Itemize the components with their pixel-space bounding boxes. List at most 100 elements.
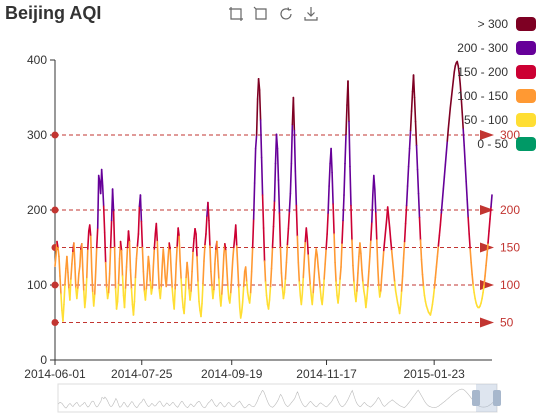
save-as-image-icon[interactable]: [303, 6, 319, 22]
markline-label: 150: [500, 241, 520, 255]
series-segment: [373, 174, 376, 190]
legend-item[interactable]: 0 - 50: [457, 132, 536, 156]
series-segment: [210, 270, 213, 288]
legend-item[interactable]: 50 - 100: [457, 108, 536, 132]
series-segment: [305, 227, 309, 240]
series-segment: [441, 188, 445, 202]
y-tick-label: 200: [27, 203, 47, 217]
y-tick-label: 100: [27, 278, 47, 292]
series-segment: [262, 227, 266, 262]
series-segment: [351, 239, 354, 267]
series-segment: [348, 120, 351, 168]
legend-swatch: [516, 89, 536, 103]
series-segment: [177, 227, 180, 238]
legend-item[interactable]: > 300: [457, 12, 536, 36]
series-segment: [375, 239, 379, 268]
series-segment: [286, 227, 290, 246]
markline-label: 200: [500, 203, 520, 217]
series-segment: [111, 188, 115, 213]
series-segment: [353, 281, 356, 295]
series-segment: [319, 287, 322, 300]
visual-map-legend: > 300 200 - 300 150 - 200 100 - 150 50 - 100…: [457, 12, 536, 156]
series-segment: [62, 303, 65, 322]
series-segment: [318, 276, 321, 289]
series-segment: [123, 287, 127, 309]
series-segment: [81, 242, 84, 271]
series-segment: [64, 267, 67, 286]
series-segment: [315, 248, 319, 256]
zoom-handle-right[interactable]: [493, 390, 501, 406]
x-tick-label: 2014-11-17: [296, 367, 357, 381]
series-segment: [153, 233, 157, 250]
series-segment: [207, 201, 210, 222]
series-segment: [71, 250, 74, 265]
series-segment: [140, 220, 144, 249]
series-segment: [222, 254, 225, 277]
zoom-slider-track[interactable]: [57, 383, 498, 413]
series-segment: [490, 194, 493, 208]
series-segment: [384, 218, 388, 231]
series-segment: [284, 261, 288, 280]
legend-item[interactable]: 200 - 300: [457, 36, 536, 60]
zoom-handle-left[interactable]: [472, 390, 480, 406]
y-tick-label: 0: [40, 353, 47, 367]
series-segment: [374, 188, 377, 214]
series-segment: [104, 261, 108, 289]
series-segment: [331, 171, 334, 205]
series-segment: [328, 162, 331, 187]
series-segment: [97, 174, 101, 183]
series-segment: [270, 246, 274, 270]
chart-title: Beijing AQI: [5, 3, 102, 23]
legend-label: > 300: [477, 17, 508, 31]
series-segment: [418, 216, 422, 241]
series-segment: [120, 249, 124, 277]
series-segment: [409, 110, 413, 132]
series-segment: [174, 263, 177, 290]
series-segment: [448, 107, 452, 120]
series-segment: [121, 275, 125, 297]
series-segment: [290, 123, 294, 165]
series-segment: [165, 272, 169, 288]
legend-item[interactable]: 100 - 150: [457, 84, 536, 108]
markline-label: 50: [500, 316, 514, 330]
series-segment: [241, 285, 245, 303]
series-segment: [90, 269, 94, 294]
series-segment: [260, 156, 264, 196]
series-segment: [254, 134, 258, 150]
zoom-window[interactable]: [476, 384, 497, 412]
series-segment: [175, 245, 178, 265]
series-segment: [261, 194, 265, 229]
x-tick-label: 2015-01-23: [403, 367, 465, 381]
series-segment: [462, 128, 465, 147]
restore-icon[interactable]: [278, 6, 294, 22]
series-segment: [431, 296, 435, 306]
series-segment: [464, 162, 467, 183]
series-segment: [92, 293, 96, 307]
data-zoom-reset-icon[interactable]: [253, 6, 269, 22]
series-segment: [360, 252, 363, 271]
series-segment: [145, 272, 149, 290]
series-segment: [224, 242, 227, 252]
series-segment: [371, 194, 374, 223]
legend-item[interactable]: 150 - 200: [457, 60, 536, 84]
series-segment: [198, 300, 201, 312]
series-segment: [229, 291, 232, 304]
y-tick-label: 300: [27, 128, 47, 142]
series-segment: [179, 260, 182, 280]
data-zoom-icon[interactable]: [228, 6, 244, 22]
series-segment: [356, 272, 359, 292]
series-segment: [300, 293, 304, 306]
markline-label: 100: [500, 278, 520, 292]
series-segment: [156, 240, 160, 270]
x-tick-label: 2014-07-25: [111, 367, 173, 381]
series-segment: [301, 276, 305, 295]
series-segment: [268, 285, 272, 301]
series-segment: [334, 261, 337, 283]
series-segment: [292, 96, 296, 132]
series-segment: [471, 273, 474, 286]
series-segment: [84, 276, 88, 298]
series-segment: [482, 284, 485, 294]
series-segment: [189, 290, 192, 301]
